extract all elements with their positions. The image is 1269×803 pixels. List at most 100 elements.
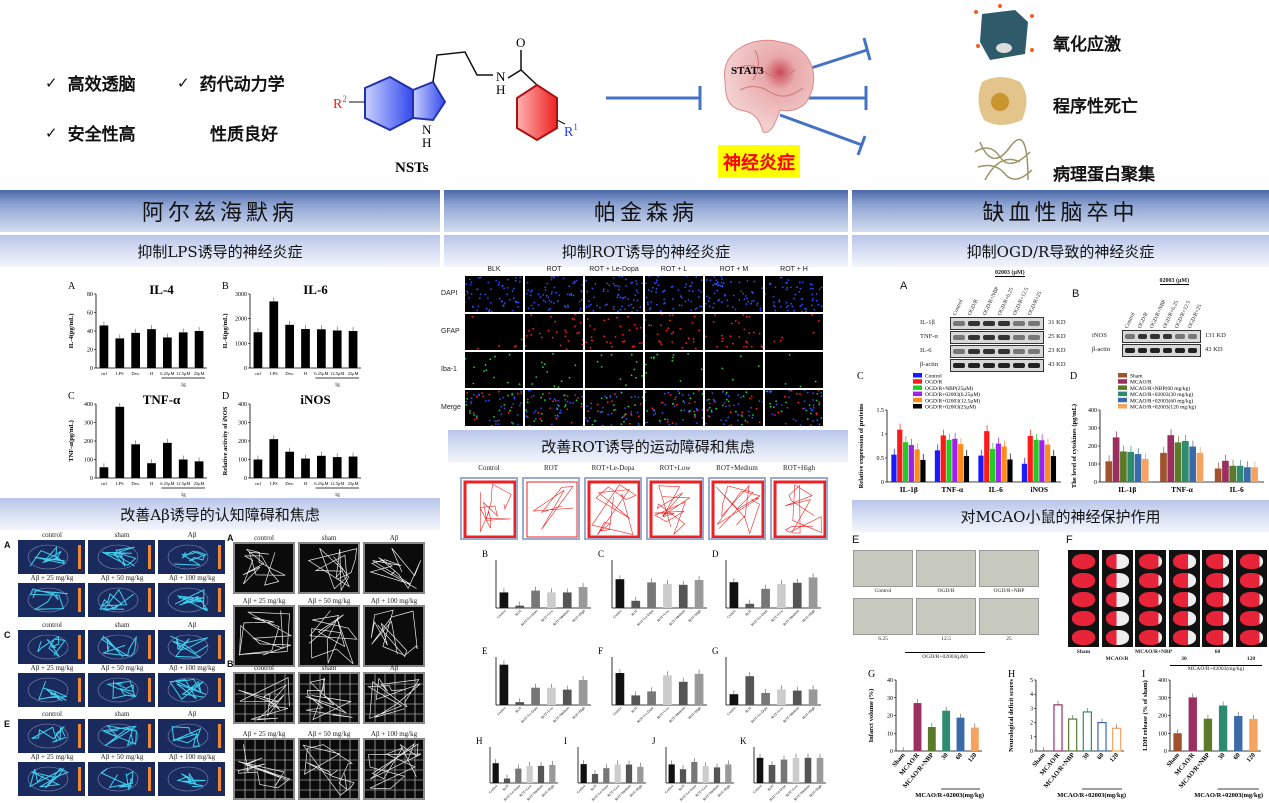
stained-cell bbox=[555, 418, 558, 420]
stained-cell bbox=[726, 345, 728, 348]
stained-cell bbox=[627, 405, 630, 408]
stained-cell bbox=[540, 396, 543, 399]
stained-cell bbox=[713, 292, 716, 295]
stained-cell bbox=[475, 395, 478, 398]
bar bbox=[1174, 442, 1182, 482]
stained-cell bbox=[532, 327, 535, 330]
water-maze-track bbox=[88, 540, 155, 574]
x-tick-label: 12.5μM bbox=[330, 481, 344, 486]
stained-cell bbox=[621, 416, 623, 419]
stained-cell bbox=[539, 418, 541, 420]
stained-cell bbox=[466, 290, 468, 292]
x-tick-label: ROT bbox=[515, 608, 523, 616]
bar bbox=[1160, 452, 1167, 482]
stained-cell bbox=[543, 363, 546, 366]
stained-cell bbox=[550, 315, 552, 318]
bar bbox=[768, 765, 776, 783]
brain-slice bbox=[1206, 592, 1229, 607]
stained-cell bbox=[772, 301, 775, 304]
stained-cell bbox=[817, 390, 820, 391]
bar bbox=[526, 765, 533, 783]
stained-cell bbox=[715, 279, 718, 281]
bar bbox=[663, 584, 672, 608]
arena-border bbox=[773, 480, 826, 538]
stained-cell bbox=[761, 287, 763, 289]
bar bbox=[816, 757, 824, 783]
stained-cell bbox=[812, 287, 814, 290]
stained-cell bbox=[691, 281, 693, 284]
swim-path bbox=[106, 680, 137, 700]
stained-cell bbox=[678, 392, 681, 395]
band bbox=[953, 321, 965, 326]
x-tick-label: ROT+High bbox=[802, 609, 816, 623]
band bbox=[1013, 321, 1025, 326]
x-tick-label: 30 bbox=[1217, 752, 1227, 761]
stained-cell bbox=[575, 279, 578, 282]
stained-cell bbox=[556, 276, 559, 277]
stained-cell bbox=[744, 419, 747, 422]
colorbar bbox=[218, 635, 221, 659]
subheader-lps: 抑制LPS诱导的神经炎症 bbox=[0, 235, 440, 267]
bar bbox=[1097, 721, 1107, 752]
stained-cell bbox=[534, 410, 537, 412]
fluorescence-image bbox=[645, 276, 703, 312]
stained-cell bbox=[687, 353, 689, 355]
stained-cell bbox=[671, 314, 674, 317]
chart-title: iNOS bbox=[300, 392, 330, 407]
swim-path bbox=[100, 768, 134, 791]
stained-cell bbox=[738, 281, 741, 284]
stained-cell bbox=[575, 399, 578, 402]
bar bbox=[269, 301, 279, 368]
colorbar bbox=[148, 767, 151, 791]
subheader-rot-motor: 改善ROT诱导的运动障碍和焦虑 bbox=[448, 430, 848, 462]
brain-slice bbox=[1206, 611, 1229, 626]
bar bbox=[1182, 440, 1189, 482]
stained-cell bbox=[533, 301, 536, 304]
movement-path bbox=[654, 485, 691, 535]
stained-cell bbox=[605, 397, 608, 399]
stained-cell bbox=[573, 280, 576, 283]
stained-cell bbox=[636, 411, 639, 414]
stained-cell bbox=[729, 411, 732, 414]
stained-cell bbox=[653, 356, 655, 358]
stained-cell bbox=[556, 408, 559, 411]
group-label: control bbox=[42, 710, 62, 718]
group-label: sham bbox=[114, 531, 130, 539]
y-tick-label: 200 bbox=[1088, 444, 1097, 450]
group-label: Aβ + 50 mg/kg bbox=[307, 730, 351, 738]
stained-cell bbox=[820, 305, 823, 308]
legend-label: OGD/R bbox=[925, 380, 942, 386]
bar bbox=[729, 694, 739, 705]
brain-slice bbox=[1139, 592, 1162, 607]
stained-cell bbox=[812, 406, 815, 409]
band bbox=[983, 349, 995, 354]
stained-cell bbox=[488, 393, 491, 396]
stained-cell bbox=[657, 276, 659, 278]
panel-letter: F bbox=[1066, 534, 1073, 546]
y-tick-label: 20 bbox=[87, 348, 93, 354]
x-tick-label: ROT bbox=[515, 705, 523, 713]
stat3-label: STAT3 bbox=[731, 65, 764, 77]
stained-cell bbox=[554, 414, 557, 417]
x-tick-label: 25μM bbox=[194, 371, 205, 376]
band-name: β-actin bbox=[1092, 346, 1111, 353]
stained-cell bbox=[517, 301, 520, 304]
brain-slice bbox=[1172, 630, 1196, 645]
stained-cell bbox=[525, 409, 527, 411]
stained-cell bbox=[466, 392, 469, 394]
stained-cell bbox=[593, 296, 595, 299]
bar bbox=[1134, 454, 1142, 482]
stained-cell bbox=[738, 322, 740, 324]
bar bbox=[952, 438, 958, 482]
stained-cell bbox=[726, 305, 729, 307]
stained-cell bbox=[710, 409, 713, 412]
bar bbox=[99, 325, 109, 368]
stained-cell bbox=[687, 299, 690, 301]
stained-cell bbox=[616, 296, 619, 299]
stained-cell bbox=[636, 309, 639, 312]
bar bbox=[1249, 718, 1258, 751]
stained-cell bbox=[661, 401, 664, 404]
bar bbox=[745, 603, 755, 608]
stained-cell bbox=[559, 344, 562, 347]
